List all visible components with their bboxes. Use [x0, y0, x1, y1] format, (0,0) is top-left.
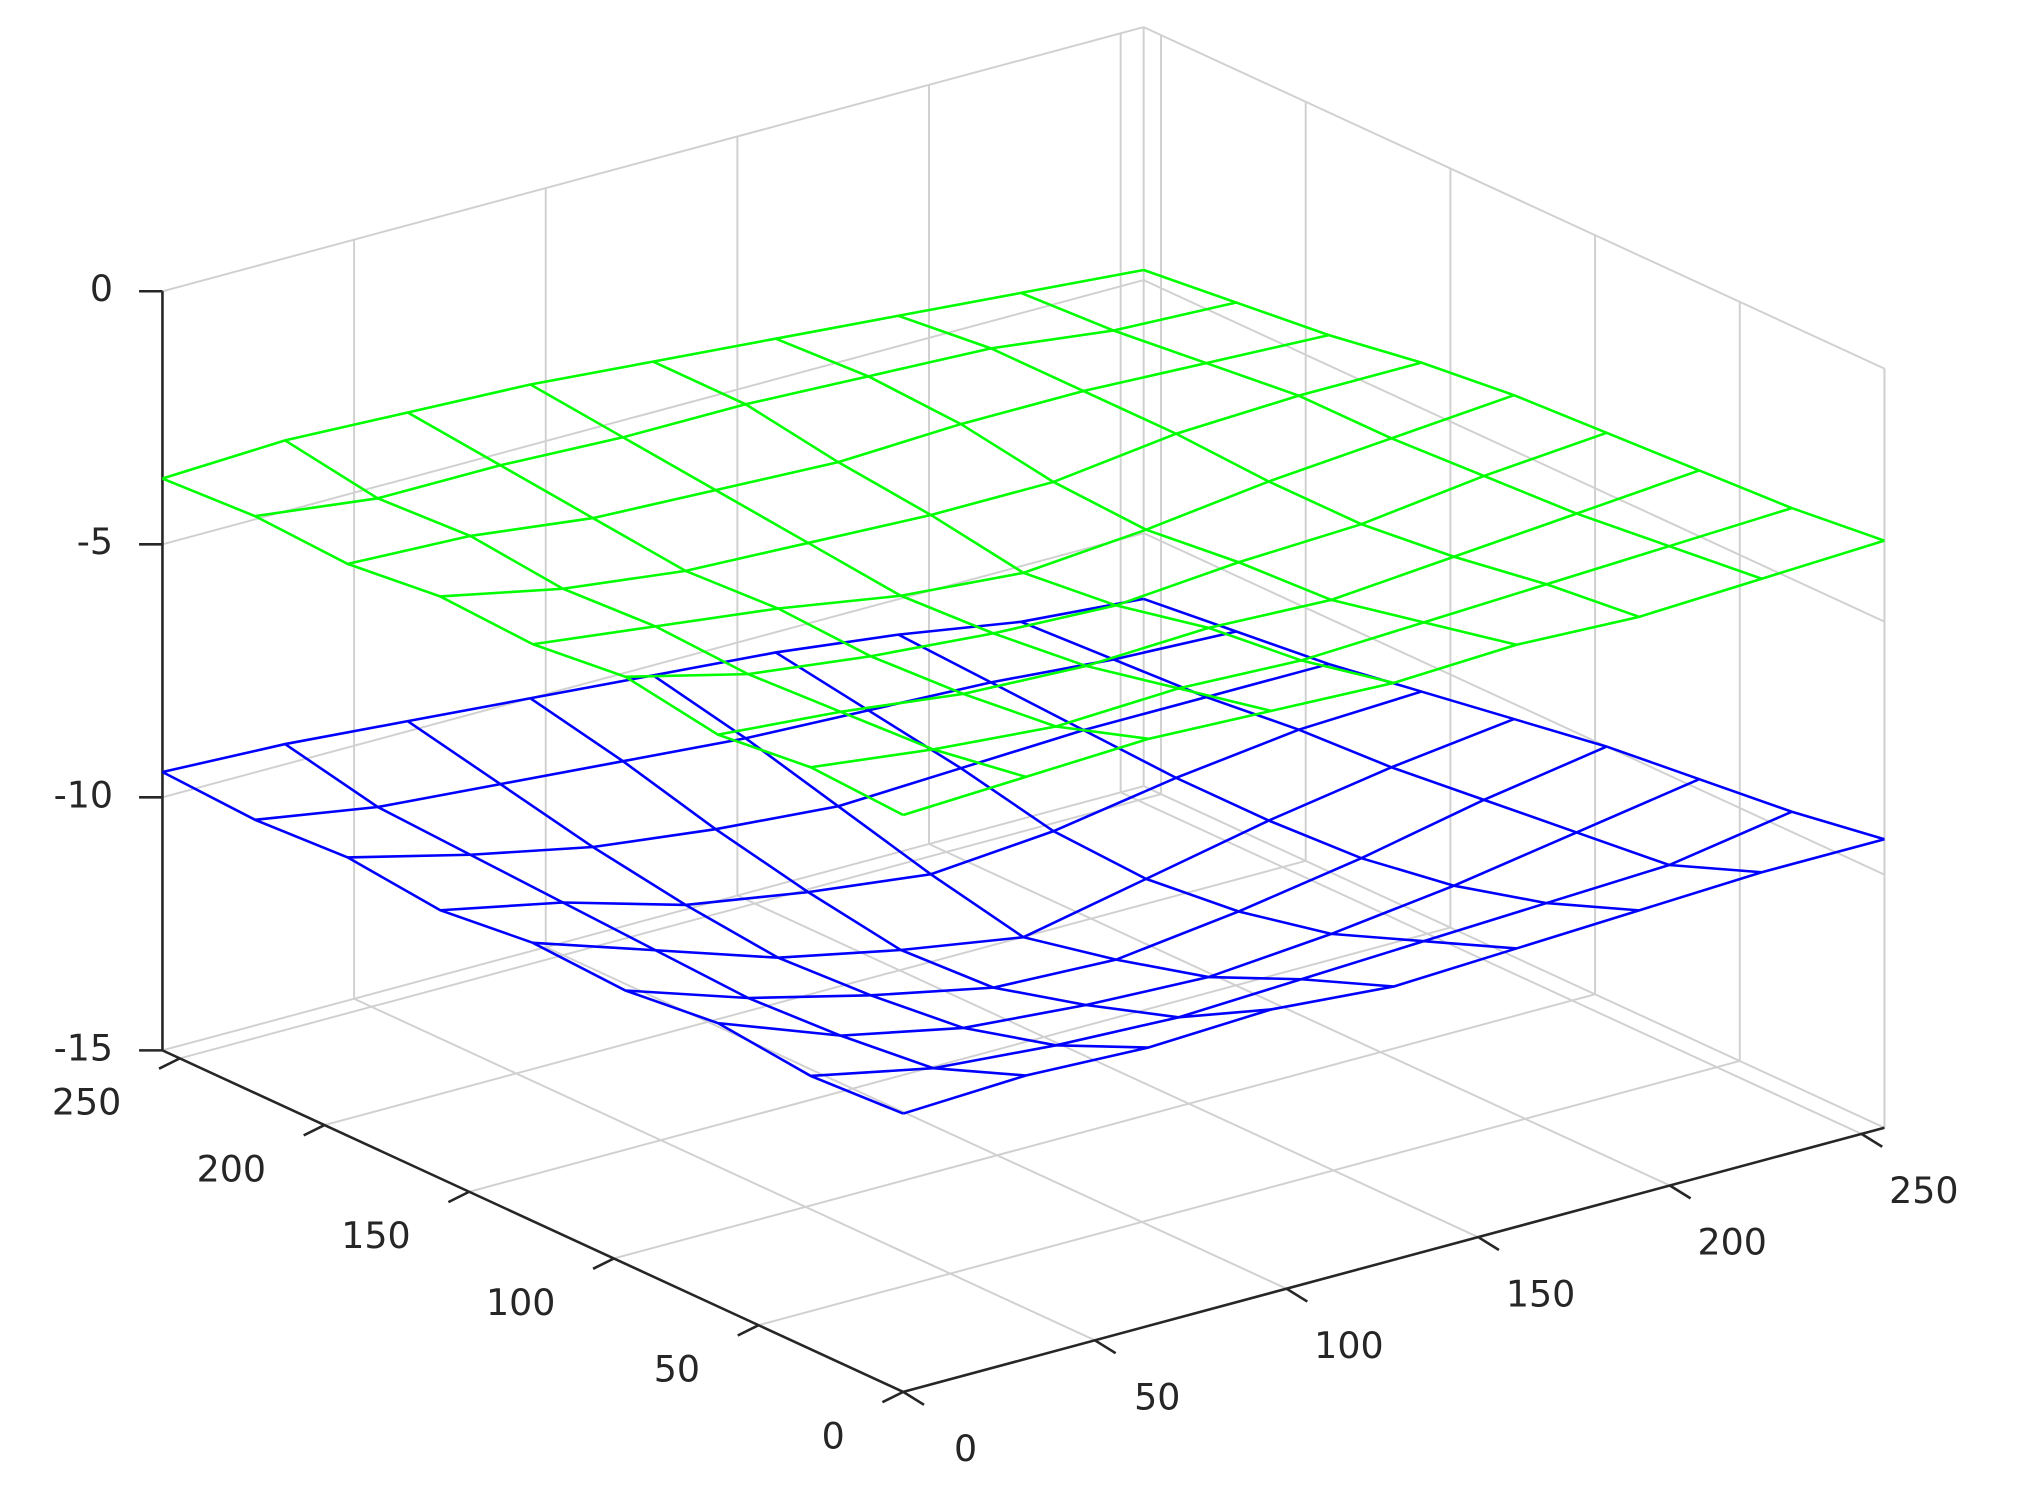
floor-grid-line	[179, 793, 1162, 1060]
surface-mesh-line	[532, 717, 1515, 960]
wall-grid-line	[1143, 26, 1885, 370]
x-tick	[1669, 1184, 1692, 1200]
z-tick-label: -5	[77, 520, 113, 563]
z-tick-label: 0	[90, 267, 113, 310]
x-tick	[1285, 1287, 1309, 1303]
surface-mesh-line	[625, 431, 1608, 679]
surface-mesh-line	[810, 506, 1793, 769]
y-tick	[592, 1257, 615, 1270]
floor-grid-line	[613, 993, 1596, 1260]
wall-grid-line	[162, 26, 1144, 293]
z-tick-label: -10	[54, 773, 113, 816]
x-tick-label: 200	[1697, 1221, 1766, 1264]
surface-mesh-line	[284, 439, 1027, 779]
z-tick-label: -15	[54, 1026, 113, 1069]
y-axis	[161, 1049, 904, 1394]
surface-mesh-line	[897, 314, 1640, 619]
floor-grid-line	[928, 843, 1671, 1187]
floor-grid-line	[324, 859, 1306, 1127]
x-tick	[902, 1390, 925, 1406]
surface-mesh-line	[902, 837, 1885, 1115]
surface-mesh-line	[162, 268, 1144, 480]
y-tick	[447, 1190, 470, 1204]
surface-mesh-line	[902, 539, 1885, 817]
surface-mesh-line	[440, 361, 1422, 598]
surface-mesh-line	[1020, 620, 1762, 874]
surface-mesh-line	[1143, 268, 1885, 542]
wall-grid-line	[162, 279, 1144, 546]
x-tick-label: 50	[1134, 1376, 1180, 1419]
floor-grid-line	[736, 894, 1479, 1238]
y-tick-label: 50	[654, 1348, 700, 1391]
x-tick	[1094, 1339, 1117, 1355]
y-tick-label: 0	[822, 1414, 845, 1457]
surface-mesh-line	[810, 810, 1793, 1078]
surface-mesh-line	[347, 662, 1330, 859]
surface-mesh-line	[717, 777, 1700, 1037]
floor-grid-line	[468, 926, 1451, 1193]
y-tick-label: 250	[52, 1081, 121, 1124]
y-tick-label: 150	[341, 1214, 410, 1257]
y-tick	[737, 1324, 760, 1337]
surface-mesh-line	[347, 333, 1330, 566]
surface-mesh-line	[717, 469, 1700, 736]
wall-grid-line	[1143, 532, 1885, 876]
wall-grid-line	[1143, 785, 1885, 1129]
y-tick	[158, 1057, 181, 1070]
x-tick	[1860, 1132, 1883, 1148]
x-tick	[1477, 1235, 1500, 1252]
surface-mesh-line	[625, 745, 1608, 1000]
wall-grid-line	[1143, 279, 1885, 623]
surface-mesh-line	[254, 630, 1237, 822]
floor-grid-line	[545, 946, 1287, 1290]
surface-mesh-line	[161, 477, 904, 817]
floor-grid-line	[353, 997, 1096, 1342]
x-tick-label: 100	[1314, 1324, 1383, 1367]
floor-grid-line	[758, 1060, 1741, 1327]
y-tick-label: 100	[486, 1281, 555, 1324]
wall-grid-line	[162, 532, 1144, 799]
surface-mesh-line	[284, 743, 1026, 1077]
y-tick-label: 200	[197, 1148, 266, 1191]
surface-mesh-line	[532, 393, 1515, 646]
y-tick	[303, 1123, 326, 1137]
x-axis	[902, 1126, 1885, 1394]
x-tick-label: 150	[1506, 1272, 1575, 1315]
x-tick-label: 0	[954, 1427, 977, 1470]
x-tick-label: 250	[1889, 1169, 1958, 1212]
wall-grid-line	[162, 785, 1144, 1052]
surface-mesh-line	[254, 301, 1237, 518]
floor-grid-line	[1120, 791, 1862, 1135]
y-tick	[881, 1390, 904, 1404]
surface-mesh-line	[440, 690, 1422, 912]
